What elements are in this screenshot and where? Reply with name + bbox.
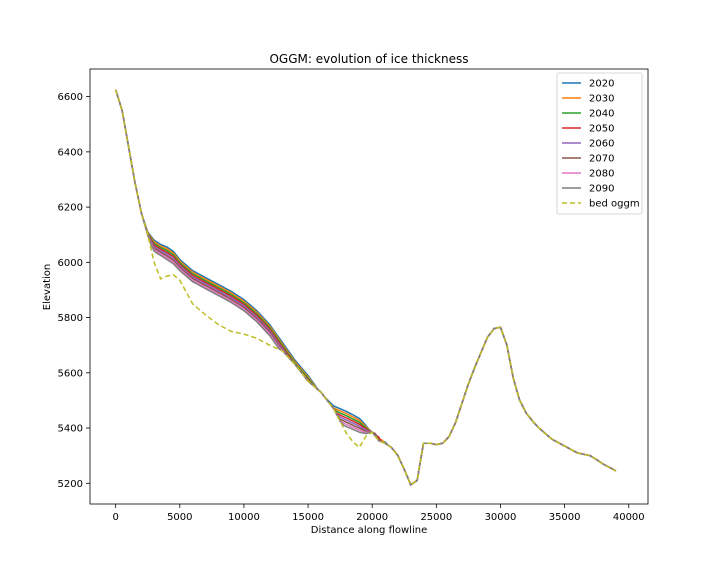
x-tick-label: 15000	[292, 512, 324, 523]
y-tick-label: 5800	[58, 313, 83, 324]
legend: 2020 2030 2040 2050 2060 2070 2080 2090 bed oggm	[556, 72, 643, 215]
legend-label: 2040	[589, 109, 614, 120]
y-axis-label: Elevation	[42, 264, 53, 310]
x-tick-label: 40000	[613, 512, 645, 523]
y-tick-label: 5200	[58, 479, 83, 490]
y-tick-label: 6000	[58, 258, 83, 269]
x-tick-label: 20000	[356, 512, 388, 523]
y-axis: 5200 5400 5600 5800 6000 6200 6400 6600	[58, 92, 90, 490]
y-tick-label: 6600	[58, 92, 83, 103]
y-tick-label: 5400	[58, 424, 83, 435]
x-tick-label: 10000	[228, 512, 260, 523]
y-tick-label: 5600	[58, 368, 83, 379]
legend-label: 2030	[589, 94, 614, 105]
plot-area	[114, 89, 617, 486]
legend-label: 2060	[589, 139, 614, 150]
y-tick-label: 6200	[58, 203, 83, 214]
series-line-bed-oggm	[114, 89, 617, 486]
axes-frame	[89, 68, 649, 505]
legend-label: 2090	[589, 184, 614, 195]
legend-label: 2020	[589, 79, 614, 90]
x-tick-label: 0	[112, 512, 118, 523]
x-tick-label: 35000	[549, 512, 581, 523]
x-tick-label: 25000	[420, 512, 452, 523]
legend-label: 2070	[589, 154, 614, 165]
x-tick-label: 5000	[167, 512, 192, 523]
legend-label: 2080	[589, 169, 614, 180]
chart-title: OGGM: evolution of ice thickness	[269, 52, 468, 66]
legend-label: bed oggm	[589, 199, 640, 210]
x-tick-label: 30000	[485, 512, 517, 523]
y-tick-label: 6400	[58, 147, 83, 158]
legend-label: 2050	[589, 124, 614, 135]
x-axis: 0 5000 10000 15000 20000 25000 30000 35000 40000	[112, 504, 645, 523]
x-axis-label: Distance along flowline	[311, 525, 427, 536]
legend-box	[556, 72, 643, 215]
